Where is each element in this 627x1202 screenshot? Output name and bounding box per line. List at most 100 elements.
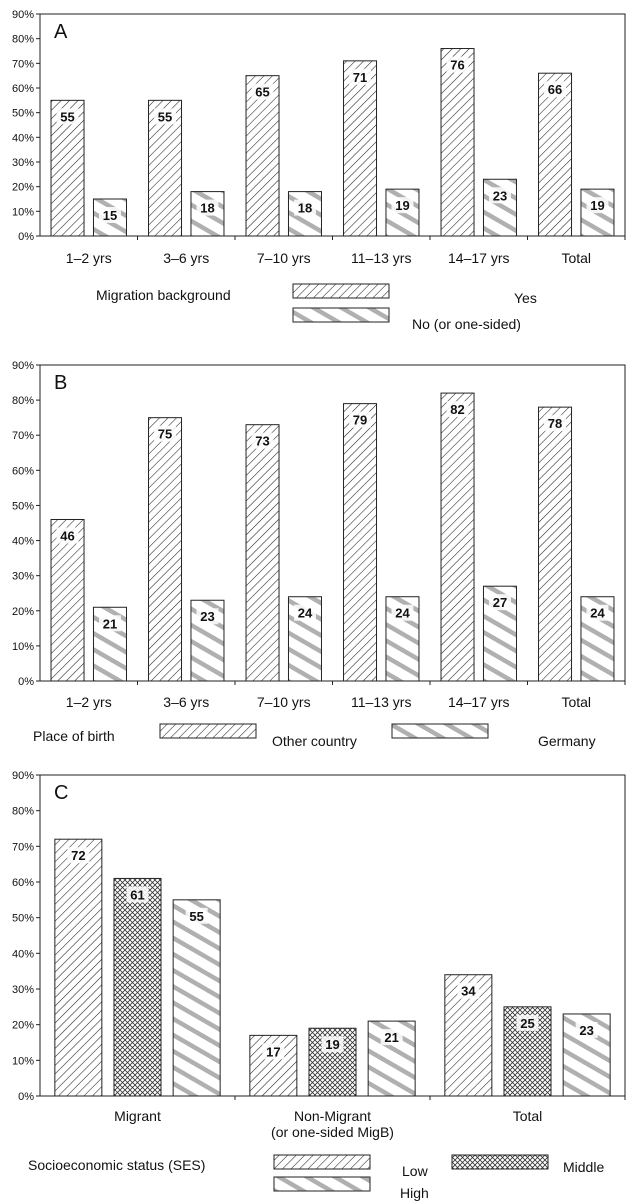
data-label: 18 [298,201,312,216]
y-tick-label: 90% [12,360,34,372]
bar-yes [344,61,377,236]
data-label: 25 [520,1016,534,1031]
legend-label: Other country [272,733,357,749]
legend-label: Low [402,1163,429,1179]
legend-title: Socioeconomic status (SES) [28,1157,205,1173]
y-tick-label: 80% [12,34,34,46]
category-label: 7–10 yrs [257,694,311,710]
category-label: Non-Migrant (or one-sided MigB) [271,1108,394,1140]
legend-swatch [274,1155,370,1169]
panel-letter: B [54,372,67,394]
category-label-line: 1–2 yrs [66,694,112,710]
y-tick-label: 30% [12,984,34,996]
category-label-line: 7–10 yrs [257,250,311,266]
category-label: 3–6 yrs [163,250,209,266]
bar-other-country [441,393,474,681]
legend-swatch [160,724,256,738]
category-label: 1–2 yrs [66,250,112,266]
category-label: 3–6 yrs [163,694,209,710]
y-tick-label: 10% [12,206,34,218]
data-label: 46 [60,528,74,543]
data-label: 27 [493,595,507,610]
data-label: 24 [590,606,605,621]
panel-letter: C [54,782,68,804]
legend-title: Place of birth [33,728,115,744]
data-label: 24 [298,606,313,621]
data-label: 65 [255,85,269,100]
category-label-line: Total [561,694,591,710]
data-label: 21 [384,1030,398,1045]
data-label: 61 [130,887,144,902]
category-label: 1–2 yrs [66,694,112,710]
chart-panel-b: B0%10%20%30%40%50%60%70%80%90%1–2 yrs462… [12,360,625,749]
category-label-line: Total [561,250,591,266]
y-tick-label: 80% [12,395,34,407]
bar-other-country [246,425,279,681]
category-label: Total [561,250,591,266]
data-label: 17 [266,1044,280,1059]
data-label: 55 [189,909,203,924]
y-tick-label: 90% [12,9,34,21]
y-tick-label: 40% [12,536,34,548]
bar-low [55,839,102,1096]
category-label-line: 14–17 yrs [448,250,509,266]
legend-label: Germany [538,733,596,749]
category-label-line: 11–13 yrs [351,694,411,710]
y-tick-label: 10% [12,1055,34,1067]
bar-yes [246,76,279,236]
data-label: 82 [450,402,464,417]
y-tick-label: 20% [12,1020,34,1032]
y-tick-label: 20% [12,182,34,194]
y-tick-label: 10% [12,641,34,653]
category-label-line: 3–6 yrs [163,250,209,266]
chart-panel-c: C0%10%20%30%40%50%60%70%80%90%Migrant726… [12,770,625,1201]
data-label: 19 [590,198,604,213]
y-tick-label: 50% [12,500,34,512]
y-tick-label: 60% [12,465,34,477]
data-label: 71 [353,70,367,85]
y-tick-label: 70% [12,841,34,853]
data-label: 78 [548,416,562,431]
data-label: 23 [200,609,214,624]
category-label: Total [561,694,591,710]
y-tick-label: 60% [12,877,34,889]
legend-label: High [400,1185,429,1201]
y-tick-label: 40% [12,132,34,144]
category-label-line: Non-Migrant [294,1108,371,1124]
legend-swatch [274,1177,370,1191]
chart-panel-a: A 0% 10% 20% 30% 40% 50% 60% 70% 80% 90% 1–2 yrs 55 1… [12,9,625,332]
category-label-line: 7–10 yrs [257,694,311,710]
data-label: 34 [461,984,476,999]
legend-swatch [293,308,389,322]
category-label-line: 14–17 yrs [448,694,509,710]
bar-other-country [539,407,572,681]
y-tick-label: 20% [12,606,34,618]
data-label: 19 [395,198,409,213]
category-label-line: 3–6 yrs [163,694,209,710]
category-label: Total [513,1108,543,1124]
data-label: 79 [353,413,367,428]
data-label: 73 [255,434,269,449]
legend-label: No (or one-sided) [412,316,521,332]
y-tick-label: 70% [12,58,34,70]
bar-yes [441,49,474,236]
legend-swatch [392,724,488,738]
bar-middle [114,878,161,1096]
legend-swatch [452,1155,548,1169]
y-tick-label: 50% [12,108,34,120]
category-label-line: Migrant [114,1108,161,1124]
y-tick-label: 0% [18,231,34,243]
data-label: 66 [548,82,562,97]
legend-title: Migration background [96,287,231,303]
data-label: 19 [325,1037,339,1052]
category-label-line: 11–13 yrs [351,250,411,266]
data-label: 15 [103,208,117,223]
data-label: 24 [395,606,410,621]
bar-high [173,900,220,1096]
bar-other-country [344,404,377,681]
legend-label: Yes [514,290,537,306]
category-label: 11–13 yrs [351,250,411,266]
category-label: 14–17 yrs [448,250,509,266]
data-label: 76 [450,58,464,73]
